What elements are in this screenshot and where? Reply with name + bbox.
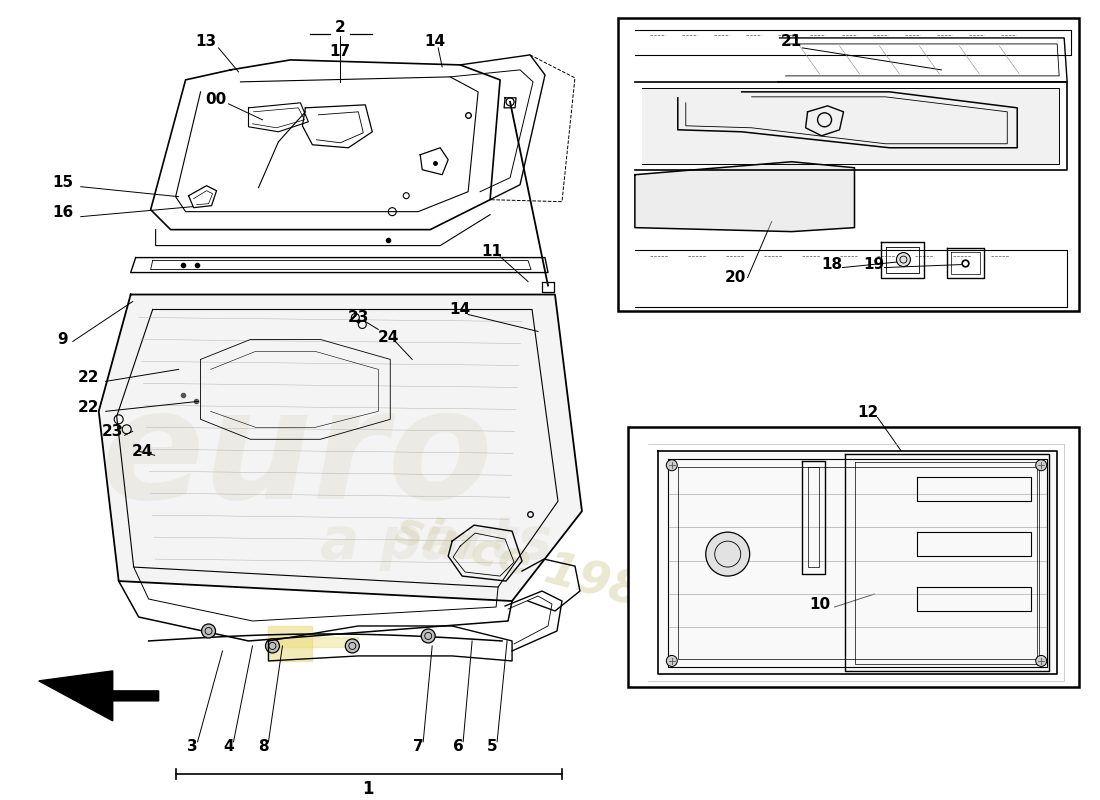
Text: 12: 12 (857, 405, 878, 420)
Bar (628, 427, 1079, 687)
Text: 6: 6 (453, 739, 463, 754)
Circle shape (1036, 460, 1047, 470)
Polygon shape (268, 637, 359, 647)
Text: 1: 1 (363, 780, 374, 798)
Bar (618, 18, 1079, 311)
Polygon shape (635, 162, 855, 232)
Text: 23: 23 (348, 310, 369, 325)
Circle shape (667, 460, 678, 470)
Circle shape (265, 639, 279, 653)
Circle shape (421, 629, 436, 643)
Text: 16: 16 (52, 205, 74, 220)
Polygon shape (658, 451, 1057, 674)
Text: 5: 5 (487, 739, 497, 754)
Text: 10: 10 (808, 597, 830, 611)
Text: 14: 14 (425, 34, 446, 50)
Polygon shape (268, 626, 312, 661)
Text: 3: 3 (187, 739, 198, 754)
Text: 4: 4 (223, 739, 234, 754)
Text: since 1985: since 1985 (390, 506, 679, 624)
Circle shape (667, 655, 678, 666)
Polygon shape (642, 88, 1059, 164)
Text: 24: 24 (377, 330, 399, 345)
Text: 2: 2 (336, 21, 345, 35)
Circle shape (896, 253, 911, 266)
Circle shape (1036, 655, 1047, 666)
Text: 15: 15 (52, 175, 74, 190)
Text: 22: 22 (78, 370, 99, 385)
Text: euro: euro (101, 382, 494, 531)
Text: a parts: a parts (320, 514, 552, 571)
Circle shape (201, 624, 216, 638)
Text: 19: 19 (862, 257, 884, 272)
Polygon shape (39, 671, 158, 721)
Text: 9: 9 (57, 332, 68, 347)
Text: 23: 23 (102, 424, 123, 438)
Text: 18: 18 (821, 257, 843, 272)
Text: 7: 7 (412, 739, 424, 754)
Text: 17: 17 (330, 45, 351, 59)
Text: 21: 21 (781, 34, 802, 50)
Text: 11: 11 (482, 244, 503, 259)
Text: 13: 13 (195, 34, 216, 50)
Text: 8: 8 (258, 739, 268, 754)
Text: 24: 24 (132, 444, 153, 458)
Text: 22: 22 (78, 400, 99, 415)
Circle shape (706, 532, 750, 576)
Circle shape (345, 639, 360, 653)
Text: 00: 00 (205, 92, 227, 107)
Polygon shape (99, 294, 582, 601)
Text: 20: 20 (725, 270, 747, 285)
Text: 14: 14 (450, 302, 471, 317)
